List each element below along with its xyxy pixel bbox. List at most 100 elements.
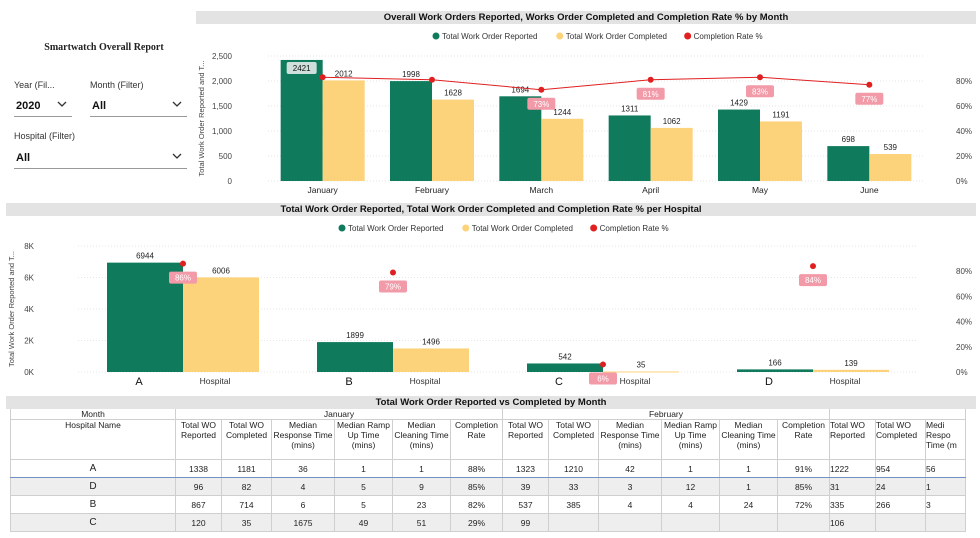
bar[interactable] — [390, 81, 432, 181]
category-suffix-label: Hospital — [620, 376, 651, 386]
legend-label[interactable]: Completion Rate % — [600, 224, 669, 233]
table-cell: 5 — [334, 477, 393, 496]
highlight-label-bg — [286, 61, 317, 74]
column-header: Total WO Reported — [175, 419, 222, 460]
y2-tick-label: 60% — [956, 102, 972, 111]
chevron-down-icon — [172, 153, 182, 159]
bar[interactable] — [737, 369, 813, 372]
category-label: C — [555, 376, 563, 388]
completion-rate-label: 79% — [385, 282, 401, 291]
completion-rate-point[interactable] — [319, 74, 326, 81]
hospital-filter-dropdown[interactable]: All — [14, 149, 187, 169]
table-cell: 99 — [502, 513, 549, 532]
bar[interactable] — [527, 363, 603, 372]
y2-tick-label: 40% — [956, 127, 972, 136]
monthly-chart: Total Work Order Reported Total Work Orde… — [197, 32, 972, 195]
bar[interactable] — [541, 118, 584, 181]
table-cell: 954 — [875, 459, 926, 478]
table-cell: 9 — [392, 477, 451, 496]
table-cell: 1 — [334, 459, 393, 478]
completion-rate-label-bg — [799, 274, 827, 287]
completion-rate-label-bg — [589, 372, 617, 385]
completion-rate-point[interactable] — [647, 76, 654, 83]
legend-label[interactable]: Total Work Order Reported — [442, 32, 537, 41]
table-row[interactable]: C 120 35 1675 49 51 29% 99 106 — [10, 513, 966, 532]
completion-rate-label: 77% — [861, 95, 877, 104]
bar[interactable] — [603, 371, 679, 373]
month-filter-value: All — [92, 100, 107, 112]
column-header: Median Cleaning Time (mins) — [719, 419, 778, 460]
work-order-table: Month January February Hospital Name Tot… — [10, 409, 966, 532]
table-cell: 82% — [450, 495, 503, 514]
column-header: Total WO Completed — [221, 419, 272, 460]
y2-tick-label: 40% — [956, 318, 972, 327]
table-cell: 36 — [271, 459, 335, 478]
table-cell: 1 — [661, 459, 720, 478]
bar[interactable] — [718, 109, 760, 181]
hospital-filter-value: All — [16, 152, 31, 164]
completion-rate-label: 84% — [805, 276, 821, 285]
bar[interactable] — [650, 127, 693, 181]
table-cell: 12 — [661, 477, 720, 496]
legend-marker — [590, 224, 598, 232]
completion-rate-point[interactable] — [538, 86, 545, 93]
table-cell: 1222 — [829, 459, 876, 478]
bar[interactable] — [827, 146, 870, 181]
bar[interactable] — [317, 342, 393, 372]
bar[interactable] — [499, 96, 542, 181]
table-row[interactable]: A 1338 1181 36 1 1 88% 1323 1210 42 1 1 91% 1222 954 56 — [10, 459, 966, 478]
table-cell: 3 — [598, 477, 662, 496]
chevron-down-icon — [57, 101, 67, 107]
table-title: Total Work Order Reported vs Completed b… — [6, 396, 976, 409]
legend-marker — [462, 224, 470, 232]
legend-label[interactable]: Completion Rate % — [694, 32, 763, 41]
month-filter-dropdown[interactable]: All — [90, 97, 187, 117]
bar-value-label: 1628 — [444, 89, 462, 98]
completion-rate-point[interactable] — [757, 74, 763, 81]
table-cell: 1675 — [271, 513, 335, 532]
completion-rate-point[interactable] — [429, 76, 435, 83]
bar[interactable] — [608, 115, 651, 181]
bar[interactable] — [813, 369, 889, 372]
bar-value-label: 2012 — [335, 69, 353, 78]
completion-rate-label: 81% — [643, 90, 659, 99]
hospital-chart: Total Work Order Reported Total Work Orde… — [7, 224, 972, 388]
bar[interactable] — [432, 99, 474, 181]
completion-rate-point[interactable] — [390, 269, 396, 276]
legend-label[interactable]: Total Work Order Completed — [472, 224, 573, 233]
legend-label[interactable]: Total Work Order Reported — [348, 224, 443, 233]
table-cell: 29% — [450, 513, 503, 532]
table-cell: 3 — [925, 495, 966, 514]
column-header: Total WO Completed — [548, 419, 599, 460]
bar[interactable] — [760, 121, 802, 181]
table-row[interactable]: B 867 714 6 5 23 82% 537 385 4 4 24 72% 335 266 3 — [10, 495, 966, 514]
table-cell — [777, 513, 830, 532]
legend-marker — [338, 224, 346, 232]
y-tick-label: 0K — [24, 368, 34, 377]
completion-rate-point[interactable] — [600, 361, 606, 368]
table-cell: 35 — [221, 513, 272, 532]
category-suffix-label: Hospital — [830, 376, 861, 386]
table-row[interactable]: D 96 82 4 5 9 85% 39 33 3 12 1 85% 31 24 1 — [10, 477, 966, 496]
table-cell: 23 — [392, 495, 451, 514]
bar-value-label: 1062 — [663, 117, 681, 126]
completion-rate-label: 6% — [597, 374, 609, 383]
bar[interactable] — [393, 348, 469, 372]
completion-rate-point[interactable] — [180, 260, 186, 267]
completion-rate-point[interactable] — [866, 81, 873, 88]
month-filter-label: Month (Filter) — [90, 80, 144, 90]
bar[interactable] — [869, 154, 912, 181]
bar[interactable] — [183, 277, 259, 372]
bar[interactable] — [280, 59, 323, 182]
bar[interactable] — [322, 80, 365, 181]
bar-value-label: 139 — [844, 359, 858, 368]
table-cell: 1 — [719, 477, 778, 496]
table-cell: 56 — [925, 459, 966, 478]
hospital-name-cell: C — [10, 513, 176, 532]
y2-tick-label: 20% — [956, 152, 972, 161]
completion-rate-point[interactable] — [810, 263, 816, 270]
legend-label[interactable]: Total Work Order Completed — [566, 32, 667, 41]
year-filter-dropdown[interactable]: 2020 — [14, 97, 72, 117]
table-cell: 33 — [548, 477, 599, 496]
table-cell — [661, 513, 720, 532]
